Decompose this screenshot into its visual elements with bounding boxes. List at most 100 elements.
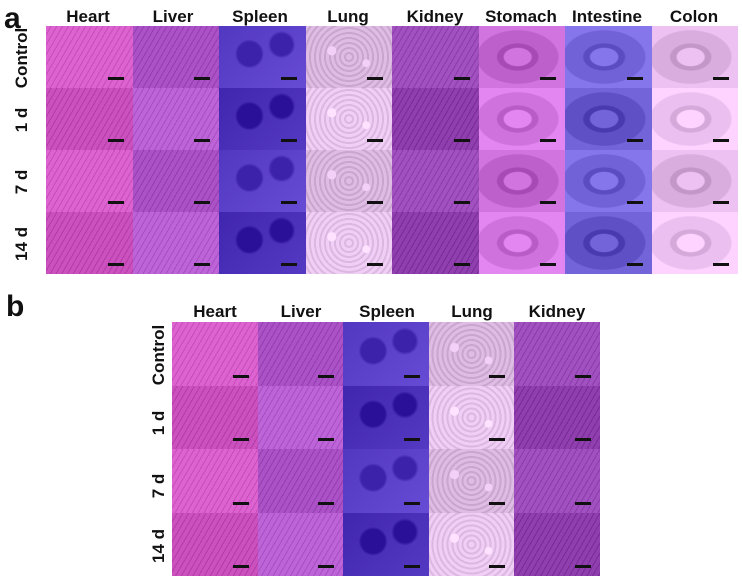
scale-bar: [489, 438, 506, 441]
scale-bar: [280, 263, 297, 266]
scale-bar: [540, 77, 556, 80]
b-tile-spleen-7d: [343, 449, 429, 513]
b-tile-kidney-7d: [514, 449, 600, 513]
scale-bar: [107, 263, 124, 266]
b-tile-spleen-14d: [343, 512, 429, 576]
a-tile-intestine-7d: [565, 150, 652, 212]
a-tile-lung-control: [305, 26, 392, 88]
panel-a-label: a: [4, 2, 21, 35]
col-label-intestine-a: Intestine: [572, 7, 642, 26]
a-tile-liver-14d: [132, 212, 219, 274]
b-tile-spleen-control: [343, 322, 429, 386]
scale-bar: [194, 77, 210, 80]
scale-bar: [574, 438, 591, 441]
a-tile-kidney-14d: [392, 212, 479, 274]
scale-bar: [367, 77, 383, 80]
col-label-spleen-b: Spleen: [359, 302, 415, 321]
b-tile-lung-1d: [428, 385, 515, 449]
a-tile-heart-14d: [46, 212, 133, 274]
scale-bar: [318, 501, 335, 505]
col-label-liver-b: Liver: [280, 302, 322, 321]
row-label-control-a: Control: [12, 27, 31, 89]
scale-bar: [453, 263, 470, 266]
b-tile-heart-control: [172, 322, 258, 386]
panel-b-label: b: [6, 290, 25, 323]
scale-bar: [713, 263, 729, 266]
a-tile-spleen-7d: [219, 150, 306, 212]
col-label-stomach-a: Stomach: [485, 7, 557, 26]
col-label-liver-a: Liver: [152, 7, 194, 26]
scale-bar: [232, 438, 249, 441]
a-tile-lung-14d: [305, 212, 392, 274]
col-label-kidney-a: Kidney: [406, 7, 464, 26]
scale-bar: [713, 77, 729, 80]
a-tile-heart-control: [46, 26, 133, 88]
scale-bar: [367, 201, 383, 204]
scale-bar: [318, 438, 335, 441]
a-tile-intestine-control: [565, 26, 652, 88]
scale-bar: [318, 565, 335, 568]
row-label-7d-a: 7 d: [12, 169, 31, 195]
col-label-colon-a: Colon: [669, 7, 719, 26]
col-label-lung-b: Lung: [451, 302, 493, 321]
col-label-lung-a: Lung: [327, 7, 369, 26]
a-tile-colon-14d: [651, 212, 738, 274]
a-tile-intestine-14d: [565, 212, 652, 274]
b-tile-lung-7d: [428, 449, 515, 513]
scale-bar: [453, 201, 470, 204]
b-tile-liver-14d: [257, 512, 344, 576]
b-tile-heart-7d: [172, 449, 258, 513]
col-label-spleen-a: Spleen: [232, 7, 288, 26]
histology-grid-a: [46, 26, 738, 274]
a-tile-kidney-control: [392, 26, 479, 88]
a-tile-stomach-14d: [478, 212, 565, 274]
a-tile-colon-1d: [651, 88, 738, 150]
row-label-14d-b: 14 d: [149, 528, 168, 564]
a-tile-stomach-control: [478, 26, 565, 88]
scale-bar: [540, 139, 556, 142]
a-tile-spleen-1d: [219, 88, 306, 150]
scale-bar: [626, 139, 643, 142]
scale-bar: [194, 263, 210, 266]
scale-bar: [232, 374, 249, 378]
scale-bar: [489, 565, 506, 568]
scale-bar: [280, 201, 297, 204]
b-tile-heart-1d: [172, 385, 258, 449]
histology-grid-b: [172, 322, 600, 576]
col-label-kidney-b: Kidney: [528, 302, 586, 321]
scale-bar: [540, 201, 556, 204]
a-tile-heart-7d: [46, 150, 133, 212]
scale-bar: [540, 263, 556, 266]
scale-bar: [107, 77, 124, 80]
scale-bar: [713, 201, 729, 204]
a-tile-spleen-control: [219, 26, 306, 88]
scale-bar: [574, 501, 591, 505]
scale-bar: [232, 501, 249, 505]
scale-bar: [489, 501, 506, 505]
col-label-heart-a: Heart: [66, 7, 110, 26]
col-label-heart-b: Heart: [193, 302, 237, 321]
scale-bar: [574, 565, 591, 568]
b-tile-liver-1d: [257, 385, 344, 449]
a-tile-lung-1d: [305, 88, 392, 150]
a-tile-kidney-7d: [392, 150, 479, 212]
b-tile-lung-control: [428, 322, 515, 386]
scale-bar: [713, 139, 729, 142]
scale-bar: [489, 374, 506, 378]
scale-bar: [453, 77, 470, 80]
b-tile-heart-14d: [172, 512, 258, 576]
b-tile-lung-14d: [428, 512, 515, 576]
scale-bar: [280, 139, 297, 142]
b-tile-kidney-control: [514, 322, 600, 386]
a-tile-intestine-1d: [565, 88, 652, 150]
row-label-14d-a: 14 d: [12, 226, 31, 262]
a-tile-liver-7d: [132, 150, 219, 212]
a-tile-colon-control: [651, 26, 738, 88]
a-tile-stomach-7d: [478, 150, 565, 212]
scale-bar: [626, 77, 643, 80]
b-tile-liver-7d: [257, 449, 344, 513]
scale-bar: [107, 201, 124, 204]
a-tile-colon-7d: [651, 150, 738, 212]
a-tile-heart-1d: [46, 88, 133, 150]
scale-bar: [626, 201, 643, 204]
